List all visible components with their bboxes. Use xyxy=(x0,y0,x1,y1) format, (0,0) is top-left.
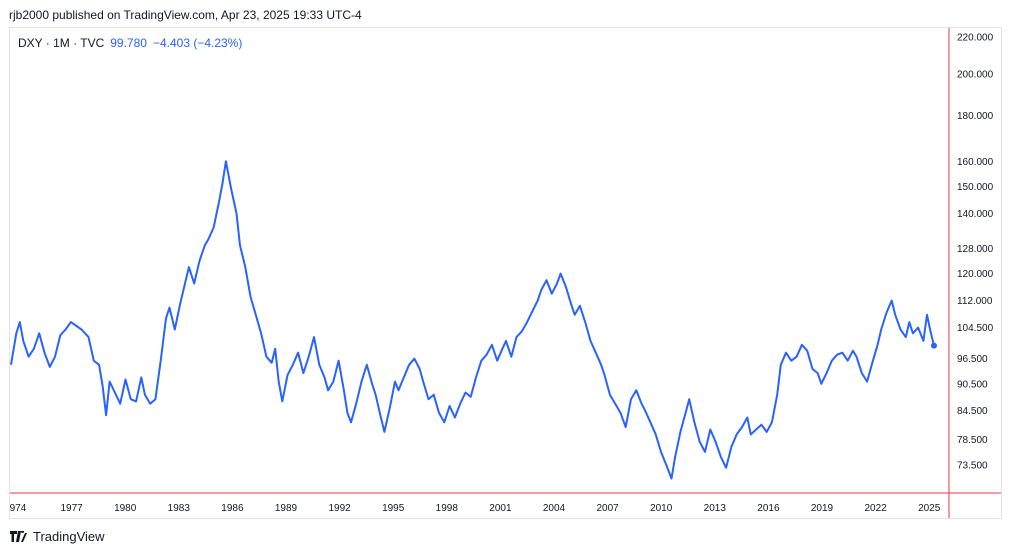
y-tick-label: 220.000 xyxy=(957,33,994,44)
legend-symbol[interactable]: DXY · 1M · TVC xyxy=(18,36,105,50)
x-tick-label: 1980 xyxy=(114,503,137,514)
x-tick-label: 1995 xyxy=(382,503,405,514)
y-tick-label: 180.000 xyxy=(957,111,994,122)
x-tick-label: 2010 xyxy=(650,503,673,514)
x-tick-label: 1986 xyxy=(221,503,244,514)
x-tick-label: 2025 xyxy=(918,503,941,514)
y-tick-label: 160.000 xyxy=(957,157,994,168)
x-tick-label: 2013 xyxy=(704,503,727,514)
tradingview-logo-icon xyxy=(10,531,27,542)
y-tick-label: 128.000 xyxy=(957,244,994,255)
chart-frame xyxy=(9,27,1002,519)
footer-branding[interactable]: TradingView xyxy=(10,529,105,544)
y-tick-label: 78.500 xyxy=(957,435,988,446)
y-tick-label: 112.000 xyxy=(957,296,993,307)
x-tick-label: 2019 xyxy=(811,503,834,514)
x-tick-label: 1989 xyxy=(275,503,298,514)
last-price-marker xyxy=(931,342,937,349)
y-tick-label: 150.000 xyxy=(957,182,994,193)
y-tick-label: 140.000 xyxy=(957,209,994,220)
footer-brand: TradingView xyxy=(33,529,105,544)
y-tick-label: 84.500 xyxy=(957,406,988,417)
chart-legend: DXY · 1M · TVC 99.780 −4.403 (−4.23%) xyxy=(18,36,242,50)
y-tick-label: 73.500 xyxy=(957,461,988,472)
plot-area xyxy=(10,160,937,480)
price-axis[interactable]: 220.000 200.000 180.000 160.000 150.000 140.0… xyxy=(948,28,994,518)
x-tick-label: 1992 xyxy=(328,503,351,514)
y-tick-label: 120.000 xyxy=(957,269,994,280)
x-tick-label: 1998 xyxy=(436,503,459,514)
y-tick-label: 90.500 xyxy=(957,379,988,390)
y-tick-label: 200.000 xyxy=(957,70,994,81)
y-tick-label: 96.500 xyxy=(957,354,988,365)
x-tick-label: 2016 xyxy=(757,503,780,514)
price-series-line xyxy=(10,160,935,480)
y-tick-label: 104.500 xyxy=(957,323,994,334)
x-tick-label: 2007 xyxy=(596,503,619,514)
x-tick-label: 1977 xyxy=(60,503,83,514)
publisher-line: rjb2000 published on TradingView.com, Ap… xyxy=(9,8,362,22)
x-tick-label: 2022 xyxy=(864,503,887,514)
legend-change: −4.403 (−4.23%) xyxy=(152,36,243,50)
legend-last-value: 99.780 xyxy=(110,36,147,50)
x-tick-label: 1983 xyxy=(168,503,191,514)
time-axis[interactable]: 974 1977 1980 1983 1986 1989 1992 1995 1998 2001 2… xyxy=(10,492,1001,514)
x-tick-label: 2004 xyxy=(543,503,566,514)
x-tick-label: 974 xyxy=(10,503,27,514)
x-tick-label: 2001 xyxy=(489,503,512,514)
